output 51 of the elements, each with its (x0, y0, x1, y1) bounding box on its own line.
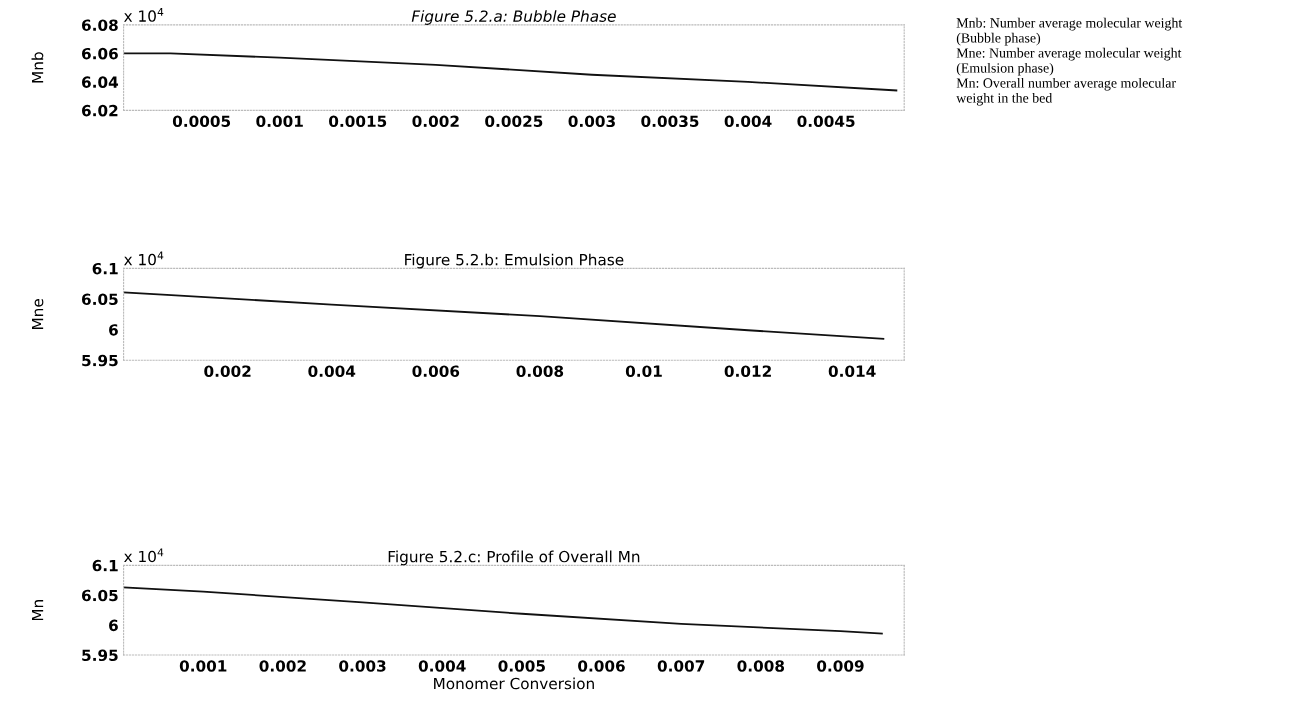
x-tick-label: 0.001 (256, 115, 303, 128)
x-tick-label: 0.01 (625, 365, 662, 377)
x-tick-label: 0.001 (179, 660, 227, 672)
y-tick-label: 6.1 (92, 262, 118, 275)
line-series (123, 586, 883, 635)
text: x 10$^{4}$ (124, 7, 164, 22)
x-tick-label: 0.0025 (485, 115, 543, 128)
line-series (123, 52, 898, 92)
y-tick-label: 6.02 (81, 104, 118, 117)
text: Mnb: Number average molecular weight (Bubble phase) Mne: Number average molecular weight (Emulsion phase) Mn: Overall number average molecular weight in the bed (956, 17, 1183, 106)
y-tick-label: 6.05 (81, 589, 118, 602)
line-series (123, 291, 885, 340)
y-tick-label: 5.95 (82, 649, 118, 662)
x-tick-label: 0.0005 (172, 115, 231, 128)
x-tick-label: 0.003 (339, 660, 386, 672)
x-tick-label: 0.005 (498, 660, 545, 672)
chart-title: Figure 5.2.a: Bubble Phase (411, 10, 616, 25)
x-tick-label: 0.002 (259, 660, 306, 672)
y-tick-label: 6.08 (81, 19, 118, 31)
x-tick-label: 0.009 (817, 660, 864, 672)
x-tick-label: 0.004 (724, 115, 772, 128)
text: x 10$^{4}$ (124, 251, 164, 266)
y-tick-label: 6.05 (81, 293, 118, 306)
x-axis-title: Monomer Conversion (434, 677, 594, 690)
y-axis-title: Mne (32, 299, 44, 329)
y-tick-label: 6.1 (92, 559, 118, 572)
y-tick-label: 6.04 (81, 76, 119, 88)
x-tick-label: 0.006 (412, 365, 460, 377)
x-tick-label: 0.014 (828, 365, 876, 377)
x-tick-label: 0.006 (578, 660, 625, 672)
x-tick-label: 0.004 (418, 660, 466, 672)
x-tick-label: 0.002 (204, 365, 251, 377)
y-tick-label: 6.06 (81, 47, 118, 60)
y-axis-title: Mn (32, 600, 44, 621)
x-tick-label: 0.007 (657, 660, 705, 672)
y-tick-label: 6 (109, 324, 118, 336)
y-tick-label: 5.95 (82, 354, 118, 367)
x-tick-label: 0.0045 (797, 115, 855, 128)
x-tick-label: 0.0035 (641, 115, 699, 128)
x-tick-label: 0.008 (516, 365, 564, 377)
y-tick-label: 6 (109, 619, 118, 632)
x-tick-label: 0.0015 (329, 115, 387, 128)
x-tick-label: 0.003 (568, 115, 615, 128)
chart-title: Figure 5.2.b: Emulsion Phase (405, 253, 624, 269)
y-axis-title: Mnb (31, 52, 44, 83)
x-tick-label: 0.008 (737, 660, 785, 672)
x-tick-label: 0.004 (308, 365, 356, 377)
x-tick-label: 0.012 (724, 365, 771, 377)
x-tick-label: 0.002 (412, 115, 459, 128)
text: x 10$^{4}$ (124, 548, 164, 563)
chart-title: Figure 5.2.c: Profile of Overall Mn (388, 550, 640, 566)
